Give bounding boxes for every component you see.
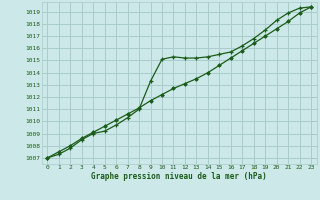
X-axis label: Graphe pression niveau de la mer (hPa): Graphe pression niveau de la mer (hPa) bbox=[91, 172, 267, 181]
